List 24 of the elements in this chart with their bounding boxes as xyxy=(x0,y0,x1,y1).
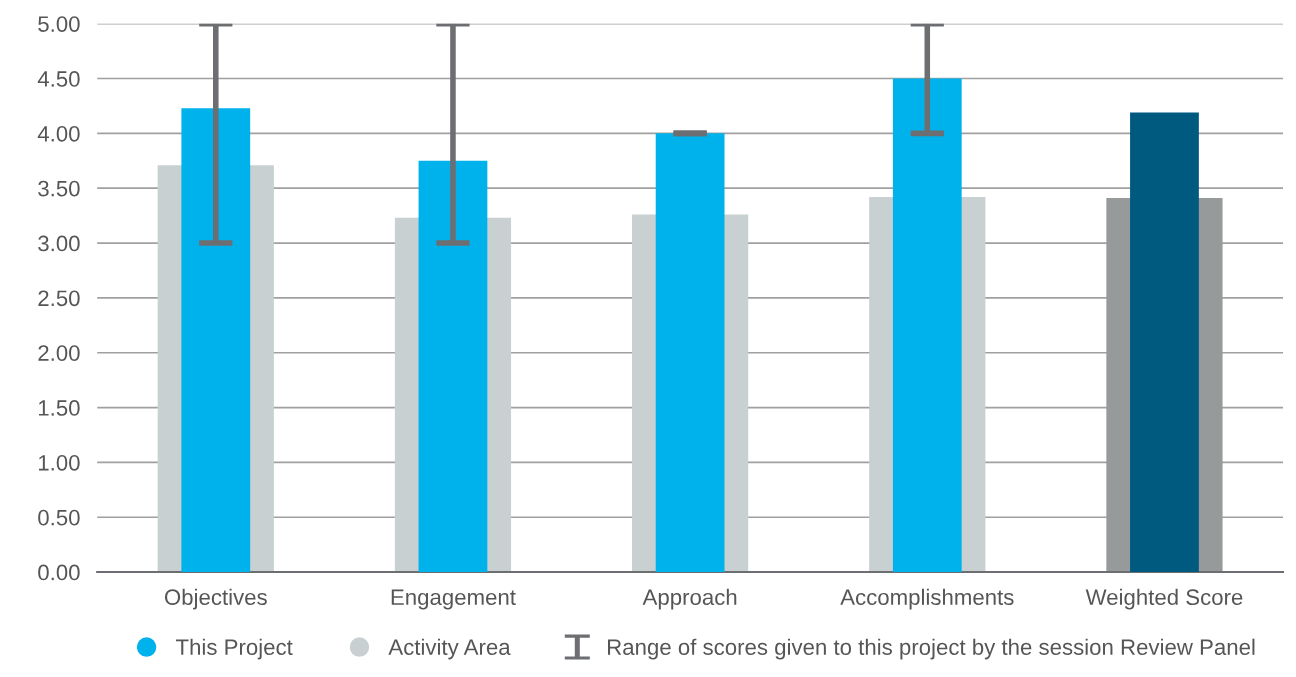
legend-label: Activity Area xyxy=(388,638,511,660)
y-tick-label: 2.00 xyxy=(38,345,80,361)
bar xyxy=(1130,112,1199,573)
bar xyxy=(181,108,251,573)
bar xyxy=(418,160,488,573)
y-tick-label: 4.50 xyxy=(37,71,80,87)
x-tick-label: Engagement xyxy=(391,589,516,610)
y-tick-label: 3.50 xyxy=(38,180,80,197)
x-tick-label: Weighted Score xyxy=(1085,588,1243,610)
y-tick-label: 4.00 xyxy=(37,125,80,142)
y-tick-label: 0.50 xyxy=(38,509,80,526)
bar xyxy=(655,133,725,573)
legend-label: This Project xyxy=(175,638,293,660)
y-tick-label: 1.00 xyxy=(38,454,80,471)
y-tick-label: 0.00 xyxy=(38,564,80,581)
x-tick-label: Approach xyxy=(642,588,737,610)
y-tick-label: 2.50 xyxy=(38,290,80,307)
x-tick-label: Objectives xyxy=(164,588,267,610)
x-tick-label: Accomplishments xyxy=(840,588,1014,610)
y-tick-label: 5.00 xyxy=(38,16,80,32)
bar xyxy=(892,78,962,573)
y-tick-label: 3.00 xyxy=(38,235,80,252)
text: Range of scores given to this project by the session Review Panel xyxy=(608,638,1255,660)
y-tick-label: 1.50 xyxy=(38,400,80,416)
